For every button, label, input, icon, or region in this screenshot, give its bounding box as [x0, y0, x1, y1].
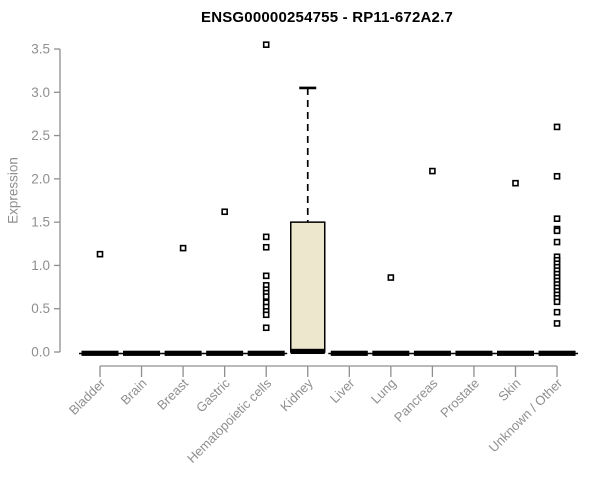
x-tick-label: Breast: [154, 375, 191, 412]
median-line: [290, 348, 325, 354]
zero-box-bar: [497, 350, 534, 356]
outlier-point: [221, 208, 228, 216]
x-tick-label: Unknown / Other: [486, 375, 566, 455]
y-tick-label: 1.5: [31, 215, 50, 230]
outlier-point: [262, 272, 270, 280]
outlier-point: [262, 311, 270, 319]
outlier-point: [387, 274, 395, 281]
box: [290, 221, 326, 353]
y-tick-label: 3.5: [31, 42, 50, 57]
zero-box-bar: [81, 350, 119, 356]
outlier-point: [553, 215, 561, 222]
outlier-point: [96, 250, 104, 258]
zero-box-bar: [206, 350, 244, 356]
x-tick-label: Pancreas: [391, 375, 441, 425]
outlier-point: [179, 244, 187, 252]
x-tick-label: Skin: [495, 376, 523, 404]
outlier-point: [553, 172, 561, 180]
zero-box-bar: [455, 350, 493, 356]
x-tick-label: Brain: [118, 376, 150, 408]
outlier-point: [553, 320, 561, 327]
outlier-point: [429, 167, 436, 175]
x-tick-label: Gastric: [193, 375, 233, 415]
y-tick-label: 3.0: [31, 85, 50, 100]
outlier-point: [262, 324, 270, 332]
zero-box-bar: [164, 350, 202, 356]
chart-title: ENSG00000254755 - RP11-672A2.7: [200, 9, 453, 26]
x-tick-label: Lung: [368, 376, 399, 407]
zero-box-bar: [330, 350, 368, 356]
zero-box-bar: [413, 350, 451, 356]
y-tick-label: 0.0: [31, 345, 50, 360]
zero-box-bar: [538, 350, 576, 356]
y-tick-label: 2.0: [31, 171, 50, 186]
outlier-point: [262, 243, 270, 251]
x-tick-label: Kidney: [277, 375, 316, 414]
zero-box-bar: [372, 350, 410, 356]
outlier-point: [553, 227, 561, 235]
outlier-point: [553, 308, 561, 316]
zero-box-bar: [247, 350, 285, 356]
outlier-point: [262, 233, 270, 241]
outlier-point: [553, 298, 561, 306]
outlier-point: [512, 179, 519, 187]
x-tick-label: Prostate: [437, 376, 482, 421]
zero-box-bar: [123, 350, 161, 356]
outlier-point: [553, 123, 561, 131]
outlier-point: [553, 238, 561, 246]
y-tick-label: 2.5: [31, 128, 50, 143]
outlier-point: [262, 41, 270, 48]
outlier-point: [262, 293, 270, 300]
x-tick-label: Liver: [327, 375, 358, 406]
y-tick-label: 1.0: [31, 258, 50, 273]
y-tick-label: 0.5: [31, 301, 50, 316]
x-tick-label: Bladder: [66, 375, 109, 418]
